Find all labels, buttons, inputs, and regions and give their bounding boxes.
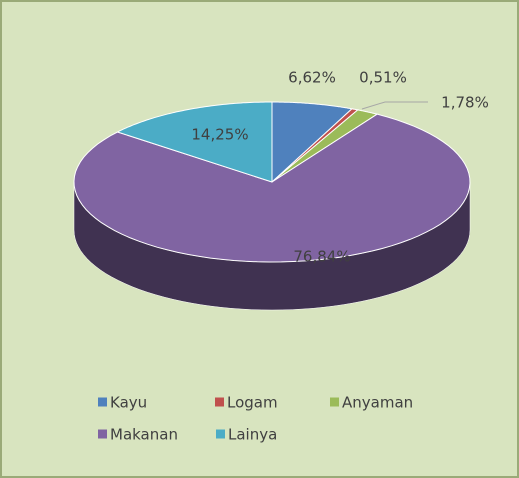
legend-swatch	[215, 397, 224, 407]
legend-swatch	[98, 429, 107, 439]
legend-swatch	[98, 397, 107, 407]
data-label: 14,25%	[191, 126, 248, 144]
legend-label: Anyaman	[342, 394, 413, 412]
data-label: 1,78%	[441, 94, 489, 112]
legend-label: Logam	[227, 394, 278, 412]
legend-label: Makanan	[110, 426, 178, 444]
legend-label: Lainya	[228, 426, 277, 444]
leader-line	[361, 101, 428, 110]
slice	[271, 109, 379, 183]
slice	[116, 101, 273, 183]
legend-swatch	[216, 429, 225, 439]
data-label: 76,84%	[293, 248, 350, 266]
slice	[271, 101, 354, 184]
legend-label: Kayu	[110, 394, 147, 412]
data-label: 0,51%	[359, 69, 407, 87]
data-label: 6,62%	[288, 69, 336, 87]
legend-swatch	[330, 397, 339, 407]
slice	[73, 113, 471, 263]
